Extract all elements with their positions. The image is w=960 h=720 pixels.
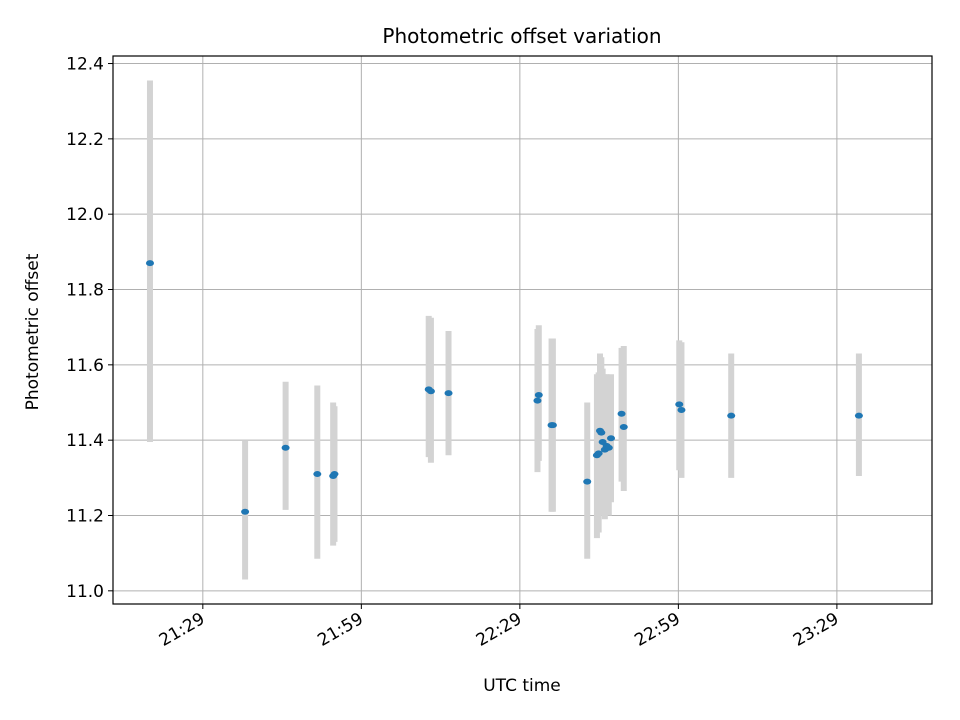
data-point	[444, 390, 453, 397]
data-point	[548, 422, 557, 429]
y-axis-ticks: 11.0 11.2 11.4 11.6 11.8 12.0 12.2 12.4	[66, 55, 113, 602]
y-tick-label: 12.0	[66, 205, 104, 225]
y-axis-label: Photometric offset	[23, 253, 43, 410]
data-point	[677, 407, 686, 414]
data-point	[533, 397, 542, 404]
y-tick-label: 11.4	[66, 431, 104, 451]
data-point	[313, 471, 322, 478]
plot-frame	[112, 55, 933, 605]
y-tick-label: 11.8	[66, 281, 104, 301]
data-point	[854, 412, 863, 419]
data-point	[604, 444, 613, 451]
data-points	[145, 260, 863, 515]
chart-title: Photometric offset variation	[382, 24, 661, 48]
data-point	[426, 388, 435, 395]
data-point	[534, 391, 543, 398]
data-point	[617, 410, 626, 417]
data-point	[281, 444, 290, 451]
data-point	[619, 423, 628, 430]
data-point	[330, 471, 339, 478]
y-tick-label: 12.4	[66, 55, 104, 75]
y-tick-label: 11.0	[66, 582, 104, 602]
data-point	[145, 260, 154, 267]
y-tick-label: 11.6	[66, 356, 104, 376]
data-point	[597, 429, 606, 436]
y-tick-label: 11.2	[66, 506, 104, 526]
data-point	[583, 478, 592, 485]
data-point	[241, 508, 250, 515]
y-tick-label: 12.2	[66, 130, 104, 150]
x-axis-label: UTC time	[483, 676, 561, 696]
data-point	[675, 401, 684, 408]
data-point	[594, 450, 603, 457]
data-point	[727, 412, 736, 419]
data-point	[607, 435, 616, 442]
grid	[113, 56, 932, 604]
